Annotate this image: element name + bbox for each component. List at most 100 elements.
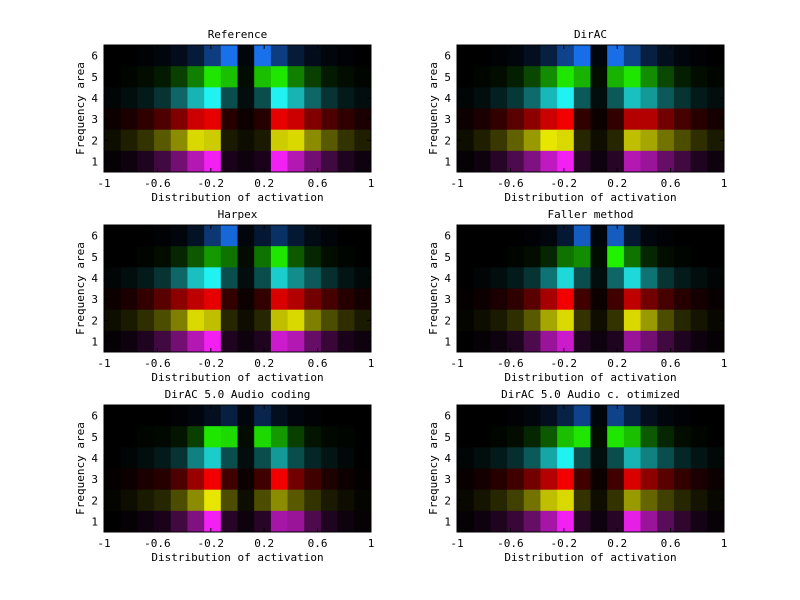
x-tick-label: 0.6 bbox=[661, 177, 681, 190]
heatmap-cell bbox=[337, 225, 355, 247]
heatmap-cell bbox=[473, 288, 491, 310]
chart-title: DirAC 5.0 Audio c. otimized bbox=[501, 388, 680, 401]
heatmap-cell bbox=[254, 309, 272, 332]
heatmap-cell bbox=[707, 426, 725, 448]
y-tick-label: 1 bbox=[444, 335, 451, 348]
heatmap-cell bbox=[707, 510, 725, 533]
heatmap-cell bbox=[557, 45, 575, 67]
heatmap-cell bbox=[220, 447, 238, 469]
heatmap-cell bbox=[137, 468, 155, 490]
heatmap-cell bbox=[287, 45, 305, 67]
heatmap-cell bbox=[137, 108, 155, 130]
heatmap-cell bbox=[557, 87, 575, 109]
heatmap-cell bbox=[707, 405, 725, 427]
heatmap-cell bbox=[690, 267, 708, 289]
heatmap-cell bbox=[337, 405, 355, 427]
heatmap-cell bbox=[320, 66, 338, 88]
heatmap-cell bbox=[457, 225, 474, 247]
x-tick-label: -0.6 bbox=[144, 357, 171, 370]
heatmap-cell bbox=[237, 87, 255, 109]
heatmap-cell bbox=[187, 309, 205, 332]
heatmap-cell bbox=[657, 246, 675, 268]
heatmap-cell bbox=[120, 225, 138, 247]
heatmap-cell bbox=[707, 129, 725, 152]
heatmap-cell bbox=[707, 288, 725, 310]
y-axis-label: Frequency area bbox=[74, 242, 87, 335]
heatmap-cell bbox=[673, 426, 691, 448]
heatmap-cell bbox=[607, 309, 625, 332]
heatmap-cell bbox=[104, 150, 121, 173]
heatmap-cell bbox=[590, 129, 608, 152]
heatmap-cell bbox=[170, 330, 188, 353]
heatmap-cell bbox=[270, 246, 288, 268]
heatmap-cell bbox=[154, 405, 172, 427]
heatmap-cell bbox=[237, 468, 255, 490]
heatmap-cell bbox=[187, 150, 205, 173]
heatmap-cell bbox=[270, 426, 288, 448]
heatmap-cell bbox=[137, 447, 155, 469]
heatmap-cell bbox=[270, 45, 288, 67]
heatmap-cell bbox=[187, 330, 205, 353]
heatmap-cell bbox=[490, 129, 508, 152]
heatmap-cell bbox=[690, 510, 708, 533]
heatmap-cell bbox=[220, 309, 238, 332]
y-tick-label: 4 bbox=[444, 272, 451, 285]
heatmap-cell bbox=[640, 66, 658, 88]
y-tick-label: 5 bbox=[444, 431, 451, 444]
heatmap-cell bbox=[473, 309, 491, 332]
heatmap-cell bbox=[457, 246, 474, 268]
heatmap-cell bbox=[170, 225, 188, 247]
heatmap-cell bbox=[304, 489, 322, 512]
heatmap-cell bbox=[354, 510, 372, 533]
heatmap-cell bbox=[657, 510, 675, 533]
y-tick-label: 4 bbox=[444, 92, 451, 105]
heatmap-cell bbox=[623, 45, 641, 67]
heatmap-cell bbox=[640, 45, 658, 67]
heatmap-cell bbox=[337, 309, 355, 332]
heatmap-cell bbox=[507, 288, 525, 310]
heatmap-cell bbox=[523, 108, 541, 130]
y-tick-label: 5 bbox=[91, 431, 98, 444]
heatmap-cell bbox=[354, 489, 372, 512]
x-tick-label: 1 bbox=[721, 177, 728, 190]
heatmap-cell bbox=[540, 225, 558, 247]
heatmap-cell bbox=[354, 309, 372, 332]
heatmap-cell bbox=[170, 405, 188, 427]
heatmap-cell bbox=[490, 468, 508, 490]
heatmap-cell bbox=[507, 405, 525, 427]
y-tick-label: 2 bbox=[444, 494, 451, 507]
y-tick-label: 5 bbox=[91, 71, 98, 84]
heatmap-cell bbox=[137, 225, 155, 247]
heatmap-cell bbox=[304, 87, 322, 109]
heatmap-cell bbox=[457, 489, 474, 512]
heatmap-cell bbox=[204, 246, 222, 268]
heatmap-cell bbox=[170, 288, 188, 310]
heatmap-cell bbox=[557, 468, 575, 490]
chart-title: Harpex bbox=[218, 208, 258, 221]
heatmap-cell bbox=[473, 129, 491, 152]
heatmap-cell bbox=[320, 426, 338, 448]
heatmap-panel: Faller method -1 -0.6 -0.2 0.2 0.6 1 1 2 3 4 5 6 Dist… bbox=[427, 208, 727, 384]
x-tick-label: -0.2 bbox=[551, 177, 578, 190]
heatmap-cell bbox=[673, 108, 691, 130]
heatmap-cell bbox=[473, 426, 491, 448]
heatmap-cell bbox=[673, 246, 691, 268]
y-tick-label: 1 bbox=[444, 155, 451, 168]
x-tick-label: 1 bbox=[368, 537, 375, 550]
heatmap-cell bbox=[104, 426, 121, 448]
heatmap-cell bbox=[270, 510, 288, 533]
heatmap-cell bbox=[507, 129, 525, 152]
heatmap-cell bbox=[607, 108, 625, 130]
heatmap-cell bbox=[337, 330, 355, 353]
heatmap-cell bbox=[490, 510, 508, 533]
heatmap-cell bbox=[623, 267, 641, 289]
heatmap-cell bbox=[673, 510, 691, 533]
heatmap-cell bbox=[287, 510, 305, 533]
y-axis-label: Frequency area bbox=[427, 242, 440, 335]
heatmap-cell bbox=[270, 225, 288, 247]
y-axis-label: Frequency area bbox=[74, 62, 87, 155]
x-tick-label: -0.2 bbox=[198, 357, 225, 370]
heatmap-cell bbox=[270, 267, 288, 289]
heatmap-cell bbox=[320, 87, 338, 109]
